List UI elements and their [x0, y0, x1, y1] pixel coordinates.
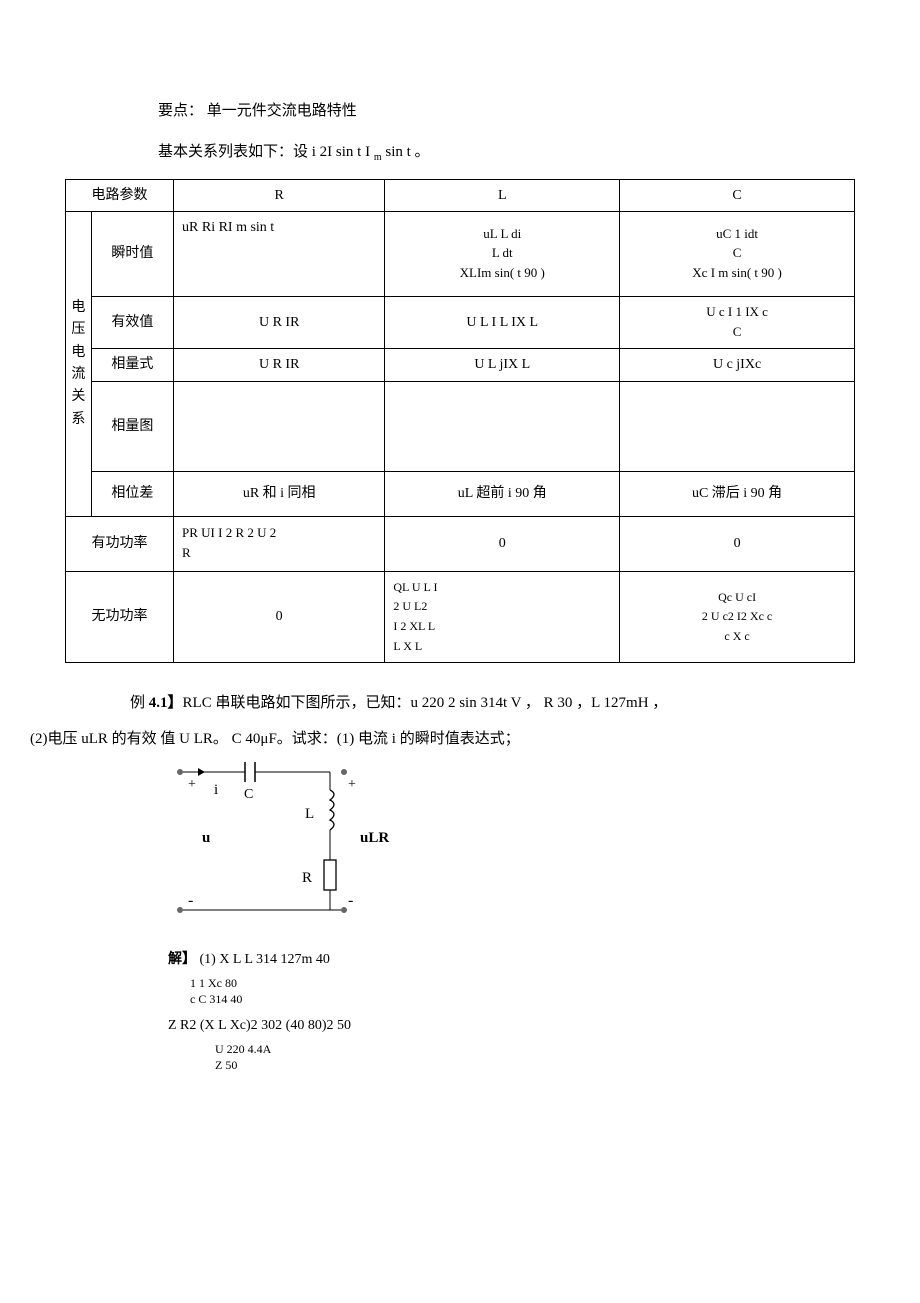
cell-active-l: 0 — [385, 516, 620, 571]
vert-label: 电 压电 流关 系 — [66, 212, 92, 517]
solution-z: Z R2 (X L Xc)2 302 (40 80)2 50 — [168, 1015, 920, 1036]
cell-phasor-r: U R IR — [174, 349, 385, 382]
svg-text:uLR: uLR — [360, 830, 389, 846]
solution-header: 解】 (1) X L L 314 127m 40 — [168, 949, 920, 970]
cell-phasor-c: U c jIXc — [620, 349, 855, 382]
row-label-rms: 有效值 — [91, 297, 173, 349]
col-header-c: C — [620, 179, 855, 212]
svg-text:i: i — [214, 782, 218, 798]
circuit-diagram: + i C + L R uLR u - - — [170, 760, 920, 935]
cell-active-r: PR UI I 2 R 2 U 2 R — [174, 516, 385, 571]
col-header-params: 电路参数 — [66, 179, 174, 212]
col-header-l: L — [385, 179, 620, 212]
cell-rms-r: U R IR — [174, 297, 385, 349]
title-line: 要点： 单一元件交流电路特性 — [30, 100, 840, 123]
svg-text:R: R — [302, 870, 312, 886]
cell-phase-r: uR 和 i 同相 — [174, 471, 385, 516]
row-label-phase: 相位差 — [91, 471, 173, 516]
svg-text:L: L — [305, 806, 314, 822]
cell-diagram-r — [174, 381, 385, 471]
svg-text:C: C — [244, 787, 253, 802]
cell-reactive-c: Qc U cI 2 U c2 I2 Xc c c X c — [620, 571, 855, 662]
cell-phase-c: uC 滞后 i 90 角 — [620, 471, 855, 516]
row-label-reactive: 无功功率 — [66, 571, 174, 662]
cell-rms-c: U c I 1 IX c C — [620, 297, 855, 349]
svg-text:-: - — [188, 892, 193, 909]
cell-instant-l: uL L di L dt XLIm sin( t 90 ) — [385, 212, 620, 297]
row-label-diagram: 相量图 — [91, 381, 173, 471]
cell-active-c: 0 — [620, 516, 855, 571]
cell-rms-l: U L I L IX L — [385, 297, 620, 349]
svg-text:-: - — [348, 892, 353, 909]
cell-instant-r: uR Ri RI m sin t — [174, 212, 385, 297]
solution-xc: 1 1 Xc 80 c C 314 40 — [190, 976, 920, 1007]
col-header-r: R — [174, 179, 385, 212]
row-label-phasor: 相量式 — [91, 349, 173, 382]
cell-diagram-c — [620, 381, 855, 471]
cell-phase-l: uL 超前 i 90 角 — [385, 471, 620, 516]
cell-reactive-r: 0 — [174, 571, 385, 662]
cell-instant-c: uC 1 idt C Xc I m sin( t 90 ) — [620, 212, 855, 297]
cell-phasor-l: U L jIX L — [385, 349, 620, 382]
cell-diagram-l — [385, 381, 620, 471]
example-line1: 例 4.1】RLC 串联电路如下图所示，已知：u 220 2 sin 314t … — [130, 691, 870, 717]
characteristics-table: 电路参数 R L C 电 压电 流关 系 瞬时值 uR Ri RI m sin … — [65, 179, 855, 664]
cell-reactive-l: QL U L I 2 U L2 I 2 XL L L X L — [385, 571, 620, 662]
solution-i: U 220 4.4A Z 50 — [215, 1042, 920, 1073]
example-line2: (2)电压 uLR 的有效 值 U LR。 C 40μF。试求：(1) 电流 i… — [30, 727, 920, 753]
intro-line: 基本关系列表如下：设 i 2I sin t I m sin t 。 — [30, 141, 840, 165]
svg-text:+: + — [348, 777, 356, 792]
row-label-instant: 瞬时值 — [91, 212, 173, 297]
svg-text:u: u — [202, 830, 210, 846]
svg-text:+: + — [188, 777, 196, 792]
row-label-active: 有功功率 — [66, 516, 174, 571]
